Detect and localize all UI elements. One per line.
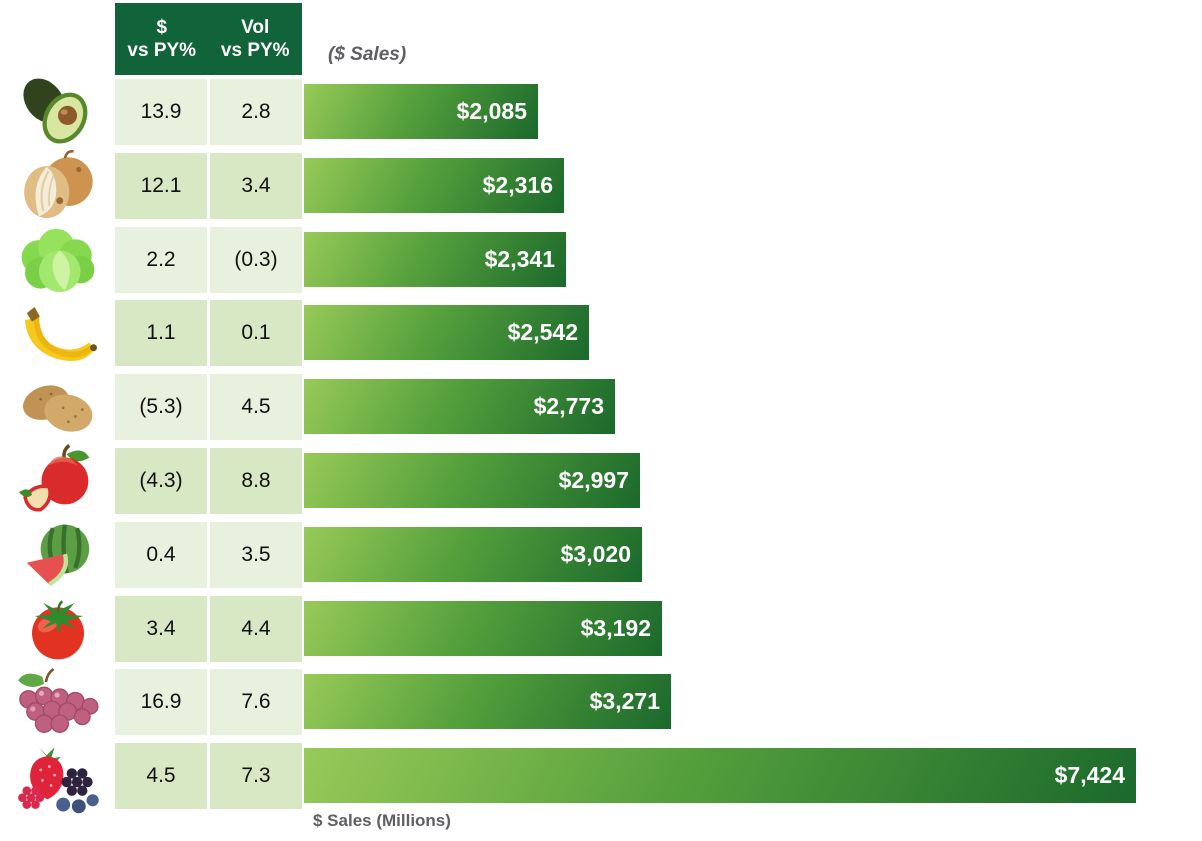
sales-bar: $2,316	[304, 157, 564, 213]
vol-vs-py-value: 2.8	[210, 79, 302, 145]
sales-bar: $7,424	[304, 748, 1136, 804]
dollar-vs-py-value: 0.4	[115, 521, 207, 588]
produce-image	[2, 515, 114, 595]
table-row: 4.5 7.3 $7,424	[0, 743, 1202, 809]
vol-vs-py-value: 0.1	[210, 300, 302, 367]
sales-value-label: $2,341	[484, 245, 555, 272]
grapes-icon	[6, 663, 110, 741]
table-row: (5.3) 4.5 $2,773	[0, 374, 1202, 441]
produce-image	[2, 441, 114, 521]
vol-vs-py-value: 3.5	[210, 521, 302, 588]
tomato-icon	[6, 590, 110, 668]
sales-value-label: $2,542	[507, 319, 578, 346]
sales-value-label: $2,997	[558, 467, 629, 493]
sales-bar: $2,773	[304, 379, 615, 435]
sales-value-label: $2,773	[533, 393, 604, 420]
vol-vs-py-value: 8.8	[210, 448, 302, 514]
berries-icon	[6, 737, 110, 815]
sales-value-label: $7,424	[1054, 762, 1125, 789]
banana-icon	[6, 294, 110, 372]
table-row: 0.4 3.5 $3,020	[0, 521, 1202, 588]
produce-image	[2, 220, 114, 300]
table-row: 1.1 0.1 $2,542	[0, 300, 1202, 367]
bars-section-title: ($ Sales)	[328, 44, 407, 65]
vol-vs-py-value: 7.3	[210, 743, 302, 810]
vol-vs-py-value: 4.5	[210, 374, 302, 441]
sales-value-label: $2,085	[456, 98, 527, 124]
dollar-vs-py-value: (4.3)	[115, 448, 207, 514]
lettuce-icon	[6, 221, 110, 299]
sales-bar: $2,085	[304, 84, 538, 139]
sales-value-label: $3,020	[560, 540, 631, 567]
dollar-vs-py-value: 4.5	[115, 743, 207, 810]
dollar-vs-py-value: 13.9	[115, 79, 207, 145]
table-row: 2.2 (0.3) $2,341	[0, 226, 1202, 293]
vol-vs-py-value: 7.6	[210, 669, 302, 736]
produce-image	[2, 736, 114, 816]
table-row: (4.3) 8.8 $2,997	[0, 448, 1202, 514]
sales-bar: $3,020	[304, 526, 642, 582]
column-header-vol-line1: Vol	[241, 17, 270, 38]
x-axis-label: $ Sales (Millions)	[313, 811, 451, 830]
dollar-vs-py-value: (5.3)	[115, 374, 207, 441]
column-header-vol-line2: vs PY%	[220, 40, 290, 61]
dollar-vs-py-value: 3.4	[115, 595, 207, 662]
table-row: 12.1 3.4 $2,316	[0, 153, 1202, 219]
column-header-vol-vs-py: Vol vs PY%	[209, 3, 303, 75]
dollar-vs-py-value: 2.2	[115, 226, 207, 293]
apple-icon	[6, 442, 110, 520]
onion-icon	[6, 147, 110, 225]
sales-bar: $3,271	[304, 674, 671, 730]
table-row: 16.9 7.6 $3,271	[0, 669, 1202, 736]
produce-image	[2, 589, 114, 669]
sales-value-label: $3,192	[580, 614, 651, 641]
column-header-dollar-line1: $	[156, 17, 168, 38]
watermelon-icon	[6, 516, 110, 594]
dollar-vs-py-value: 12.1	[115, 152, 207, 219]
vol-vs-py-value: 4.4	[210, 595, 302, 662]
sales-bar: $3,192	[304, 600, 662, 656]
vol-vs-py-value: 3.4	[210, 152, 302, 219]
sales-value-label: $3,271	[589, 688, 660, 715]
produce-image	[2, 293, 114, 373]
avocado-icon	[6, 73, 110, 151]
dollar-vs-py-value: 16.9	[115, 669, 207, 736]
sales-bar: $2,542	[304, 305, 589, 361]
produce-image	[2, 146, 114, 226]
table-header: $ vs PY% Vol vs PY%	[115, 3, 302, 75]
vol-vs-py-value: (0.3)	[210, 226, 302, 293]
produce-image	[2, 662, 114, 742]
produce-image	[2, 72, 114, 152]
potato-icon	[6, 368, 110, 446]
column-header-dollar-vs-py: $ vs PY%	[115, 3, 209, 75]
dollar-vs-py-value: 1.1	[115, 300, 207, 367]
produce-image	[2, 367, 114, 447]
sales-bar: $2,997	[304, 453, 640, 508]
sales-bar: $2,341	[304, 231, 566, 287]
column-header-dollar-line2: vs PY%	[127, 40, 197, 61]
table-row: 3.4 4.4 $3,192	[0, 595, 1202, 662]
table-row: 13.9 2.8 $2,085	[0, 79, 1202, 145]
sales-value-label: $2,316	[482, 171, 553, 198]
